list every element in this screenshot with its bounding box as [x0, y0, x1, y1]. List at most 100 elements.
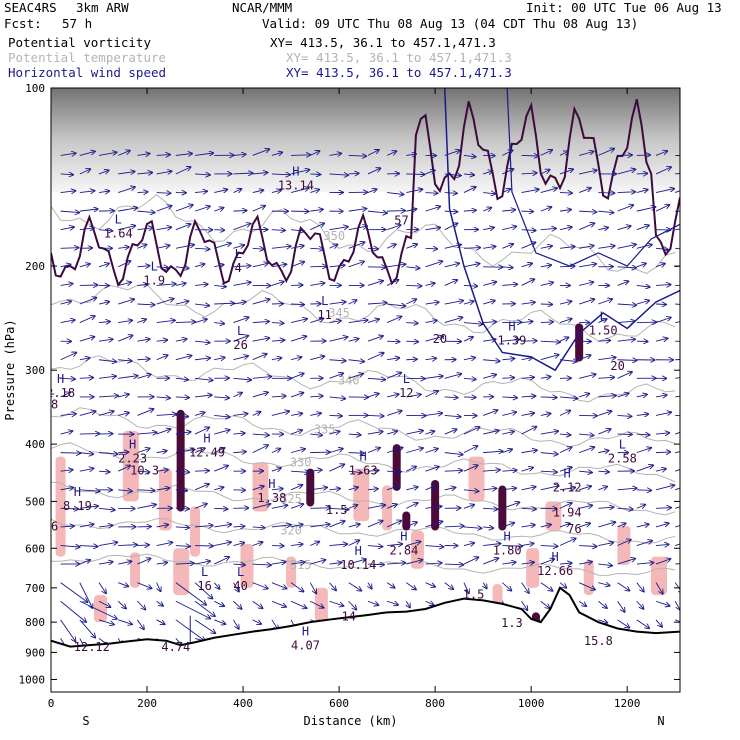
wind-vector: [194, 319, 207, 324]
wind-vector: [98, 619, 114, 625]
wind-vector: [425, 563, 442, 564]
wind-vector: [175, 154, 192, 156]
fcst-label: Fcst:: [4, 16, 42, 31]
wind-vector: [194, 427, 209, 435]
wind-vector: [636, 434, 650, 435]
wind-vector: [79, 316, 95, 323]
wind-vector: [386, 244, 396, 249]
wind-vector: [117, 600, 126, 608]
wind-vector: [214, 243, 231, 249]
wind-vector: [156, 429, 171, 435]
extremum-letter: L: [237, 324, 244, 338]
wind-vector: [406, 244, 417, 249]
wind-vector: [118, 335, 132, 342]
wind-vector: [598, 507, 613, 508]
wind-vector: [175, 205, 193, 212]
wind-vector: [98, 508, 115, 510]
wind-vector: [598, 583, 609, 586]
wind-vector: [60, 508, 79, 509]
wind-vector: [386, 373, 401, 379]
theta-contour-label: 325: [280, 492, 302, 506]
wind-vector: [386, 280, 398, 286]
wind-vector: [252, 377, 272, 379]
wind-vector: [118, 394, 129, 397]
wind-vector: [175, 508, 189, 509]
wind-vector: [675, 247, 680, 250]
wind-vector: [444, 280, 457, 286]
wind-vector: [483, 451, 502, 452]
model-label: 3km ARW: [76, 0, 129, 15]
extremum-value: 8.19: [63, 499, 92, 513]
wind-vector: [521, 396, 536, 397]
wind-vector: [329, 600, 343, 606]
wind-vector: [175, 471, 189, 472]
wind-vector: [348, 155, 367, 156]
wind-vector: [329, 321, 340, 323]
wind-vector: [444, 488, 456, 490]
wind-vector: [463, 337, 473, 342]
wind-vector: [444, 211, 458, 212]
wind-vector: [233, 619, 238, 629]
wind-vector: [252, 173, 268, 174]
wind-vector: [271, 282, 284, 286]
wind-vector: [175, 167, 191, 175]
wind-vector: [521, 302, 535, 304]
wind-vector: [617, 169, 636, 175]
extremum-value: 2.12: [553, 481, 582, 495]
wind-vector: [559, 563, 572, 564]
wind-vector: [214, 557, 229, 565]
x-tick-label: 1200: [614, 697, 641, 710]
wind-vector: [483, 193, 495, 194]
wind-vector: [463, 465, 478, 472]
wind-vector: [463, 358, 475, 360]
wind-vector: [425, 358, 437, 360]
extremum-letter: H: [302, 625, 309, 639]
extremum-value: 2.84: [389, 543, 418, 557]
wind-vector: [118, 261, 130, 268]
extremum-letter: H: [359, 450, 366, 464]
extremum-value: 13.14: [278, 178, 314, 192]
wind-vector: [291, 471, 309, 472]
wind-vector: [156, 582, 161, 592]
wind-vector: [636, 301, 649, 305]
extremum-letter: L: [321, 294, 328, 308]
wind-vector: [579, 374, 596, 379]
wind-vector: [636, 541, 652, 546]
wind-vector: [156, 451, 167, 453]
wind-vector: [175, 283, 186, 285]
wind-vector: [502, 244, 513, 249]
wind-vector: [463, 187, 476, 193]
wind-vector: [502, 397, 517, 398]
wind-vector: [502, 562, 515, 564]
wind-vector: [252, 445, 268, 454]
wind-vector: [598, 451, 608, 453]
wind-vector: [598, 211, 613, 213]
wind-vector: [675, 506, 680, 509]
wind-vector: [559, 210, 571, 212]
wind-vector: [655, 559, 671, 565]
wind-vector: [559, 411, 570, 416]
wind-vector: [502, 189, 510, 193]
wind-vector: [271, 505, 288, 509]
wind-vector: [521, 600, 528, 610]
wind-vector: [194, 582, 212, 599]
wind-vector: [271, 396, 286, 397]
wind-vector: [636, 448, 651, 454]
wind-vector: [348, 226, 367, 231]
wind-vector: [579, 394, 589, 397]
wind-vector: [386, 486, 398, 491]
wind-vector: [137, 245, 146, 249]
valid-label: Valid: 09 UTC Thu 08 Aug 13 (04 CDT Thu …: [262, 16, 639, 31]
wind-vector: [329, 449, 342, 454]
wind-vector: [386, 448, 403, 454]
wind-vector: [233, 433, 244, 434]
wind-vector: [252, 206, 265, 212]
wind-vector: [194, 378, 213, 380]
wind-vector: [60, 414, 76, 416]
wind-vector: [559, 488, 575, 490]
wind-vector: [290, 188, 309, 193]
wind-vector: [675, 154, 680, 157]
wind-vector: [463, 490, 479, 492]
wind-vector: [137, 339, 149, 341]
wind-vector: [233, 336, 248, 342]
